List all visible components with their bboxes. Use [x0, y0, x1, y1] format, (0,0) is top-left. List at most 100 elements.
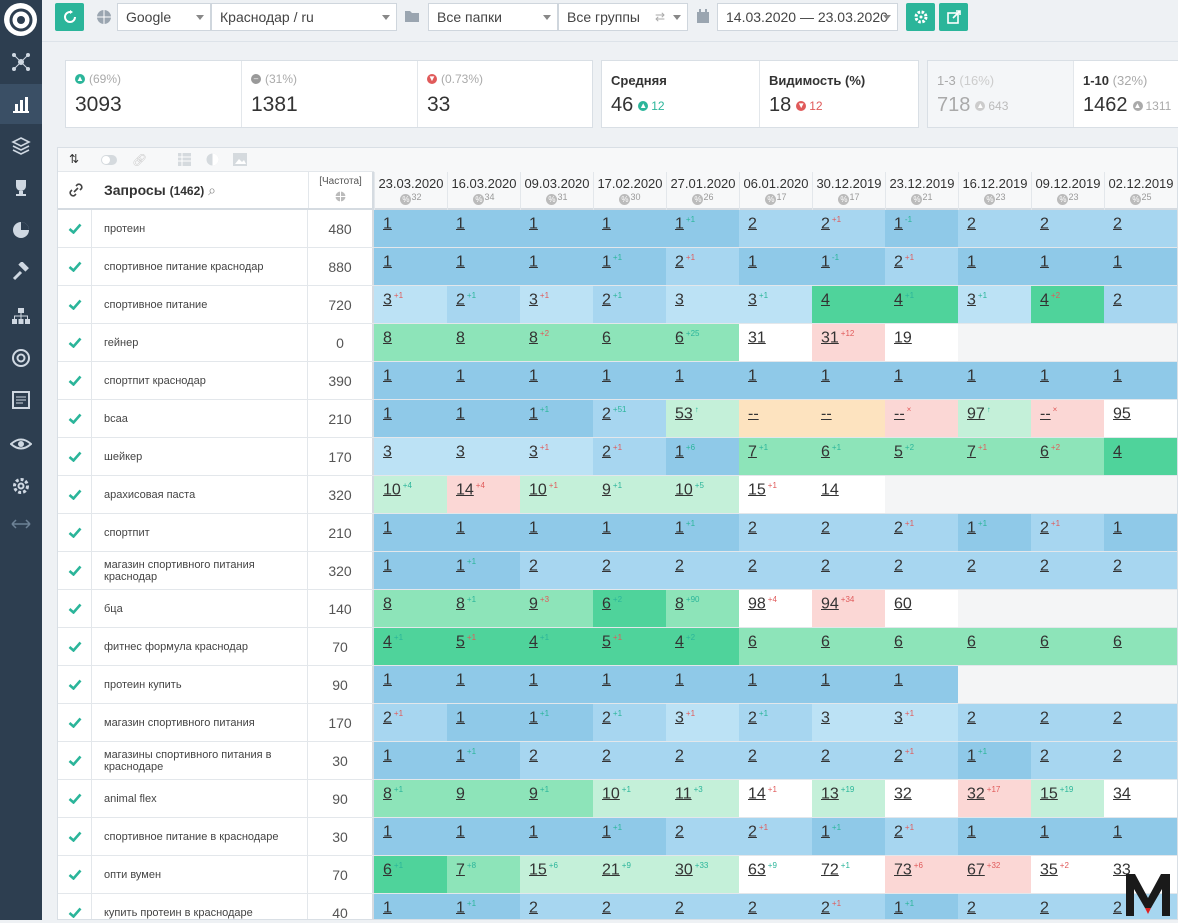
position-cell[interactable]: 1 +1	[593, 818, 666, 855]
position-value[interactable]: 6	[821, 443, 830, 461]
position-cell[interactable]: 2	[520, 894, 593, 919]
sort-icon[interactable]: ⇅	[69, 152, 80, 166]
position-cell[interactable]: 3 +1	[520, 438, 593, 475]
query-text[interactable]: бца	[92, 590, 308, 627]
position-cell[interactable]: 2	[812, 552, 885, 589]
position-value[interactable]: 10	[602, 785, 620, 803]
position-cell[interactable]: 1 +1	[520, 704, 593, 741]
position-value[interactable]: 2	[1113, 291, 1122, 309]
position-value[interactable]: 2	[529, 557, 538, 575]
date-column-header[interactable]: 09.12.2019% 23	[1031, 172, 1104, 210]
checkmark-icon[interactable]	[58, 438, 92, 475]
position-value[interactable]: 1	[894, 215, 903, 233]
search-engine-select[interactable]: Google	[117, 3, 211, 31]
query-text[interactable]: спортпит	[92, 514, 308, 551]
position-value[interactable]: 1	[529, 215, 538, 233]
query-text[interactable]: спортивное питание краснодар	[92, 248, 308, 285]
position-cell[interactable]: 2	[1104, 704, 1177, 741]
position-value[interactable]: 1	[383, 519, 392, 537]
position-cell[interactable]: 2	[520, 742, 593, 779]
position-value[interactable]: 1	[383, 215, 392, 233]
position-value[interactable]: 8	[456, 595, 465, 613]
position-cell[interactable]: -- ×	[885, 400, 958, 437]
position-value[interactable]: 1	[894, 899, 903, 917]
position-cell[interactable]: 2 +1	[593, 438, 666, 475]
position-value[interactable]: 3	[675, 291, 684, 309]
position-cell[interactable]: 10 +1	[520, 476, 593, 513]
position-value[interactable]: 1	[894, 367, 903, 385]
position-cell[interactable]: 6	[958, 628, 1031, 665]
position-value[interactable]: --	[748, 405, 759, 423]
position-value[interactable]: 1	[456, 253, 465, 271]
position-value[interactable]: 1	[456, 519, 465, 537]
position-value[interactable]: 1	[1040, 367, 1049, 385]
position-value[interactable]: 8	[383, 595, 392, 613]
position-cell[interactable]: 6	[593, 324, 666, 361]
position-cell[interactable]: 4 +1	[520, 628, 593, 665]
position-value[interactable]: 2	[675, 557, 684, 575]
contrast-icon[interactable]	[206, 153, 219, 171]
position-value[interactable]: 2	[1113, 215, 1122, 233]
position-cell[interactable]: 1 +6	[666, 438, 739, 475]
position-cell[interactable]: 4 +2	[666, 628, 739, 665]
position-cell[interactable]: 1	[593, 210, 666, 247]
position-value[interactable]: 2	[821, 747, 830, 765]
position-value[interactable]: 6	[602, 595, 611, 613]
position-value[interactable]: 14	[748, 785, 766, 803]
query-text[interactable]: купить протеин в краснодаре	[92, 894, 308, 919]
position-cell[interactable]: 1	[374, 894, 447, 919]
nav-sitemap-icon[interactable]	[0, 296, 42, 336]
position-cell[interactable]: 14 +1	[739, 780, 812, 817]
position-cell[interactable]: 9 +1	[593, 476, 666, 513]
query-text[interactable]: фитнес формула краснодар	[92, 628, 308, 665]
position-cell[interactable]: 2	[739, 552, 812, 589]
position-cell[interactable]: 2	[1031, 742, 1104, 779]
position-value[interactable]: 2	[1040, 519, 1049, 537]
position-value[interactable]: 2	[821, 557, 830, 575]
position-cell[interactable]: 2 +1	[666, 248, 739, 285]
position-cell[interactable]: 1	[447, 210, 520, 247]
position-cell[interactable]: 2 +1	[447, 286, 520, 323]
position-cell[interactable]: 6 +1	[812, 438, 885, 475]
position-value[interactable]: 6	[894, 633, 903, 651]
checkmark-icon[interactable]	[58, 324, 92, 361]
query-text[interactable]: гейнер	[92, 324, 308, 361]
position-value[interactable]: 5	[894, 443, 903, 461]
position-cell[interactable]: 10 +4	[374, 476, 447, 513]
position-cell[interactable]: 6	[1031, 628, 1104, 665]
position-cell[interactable]: 1	[739, 666, 812, 703]
position-cell[interactable]: -- ×	[1031, 400, 1104, 437]
position-cell[interactable]: 98 +4	[739, 590, 812, 627]
position-value[interactable]: 1	[456, 899, 465, 917]
position-value[interactable]: 2	[821, 519, 830, 537]
position-value[interactable]: 2	[602, 291, 611, 309]
position-value[interactable]: 10	[529, 481, 547, 499]
position-value[interactable]: 1	[602, 519, 611, 537]
position-cell[interactable]: 1	[374, 552, 447, 589]
position-cell[interactable]: 35 +2	[1031, 856, 1104, 893]
position-value[interactable]: 2	[1113, 747, 1122, 765]
position-value[interactable]: 5	[602, 633, 611, 651]
position-cell[interactable]: 2 +1	[812, 210, 885, 247]
position-value[interactable]: 35	[1040, 861, 1058, 879]
position-cell[interactable]: 2	[1104, 210, 1177, 247]
position-cell[interactable]: 6	[812, 628, 885, 665]
top10-stat[interactable]: 1-10 (32%) 1462 ▲ 1311	[1074, 61, 1178, 127]
refresh-button[interactable]	[55, 3, 84, 31]
position-value[interactable]: 1	[383, 253, 392, 271]
position-cell[interactable]: 15 +1	[739, 476, 812, 513]
position-cell[interactable]: 2 +1	[885, 248, 958, 285]
position-value[interactable]: 8	[383, 785, 392, 803]
position-value[interactable]: 2	[602, 747, 611, 765]
position-value[interactable]: 4	[821, 291, 830, 309]
query-text[interactable]: протеин	[92, 210, 308, 247]
position-value[interactable]: 3	[529, 443, 538, 461]
position-value[interactable]: 2	[894, 557, 903, 575]
position-cell[interactable]: 1	[885, 362, 958, 399]
position-value[interactable]: 2	[967, 215, 976, 233]
position-cell[interactable]: 4	[1104, 438, 1177, 475]
link-icon[interactable]: 🔗︎	[132, 153, 148, 167]
checkmark-icon[interactable]	[58, 780, 92, 817]
position-value[interactable]: 15	[748, 481, 766, 499]
queries-header[interactable]: Запросы (1462) ⌕	[104, 182, 216, 199]
